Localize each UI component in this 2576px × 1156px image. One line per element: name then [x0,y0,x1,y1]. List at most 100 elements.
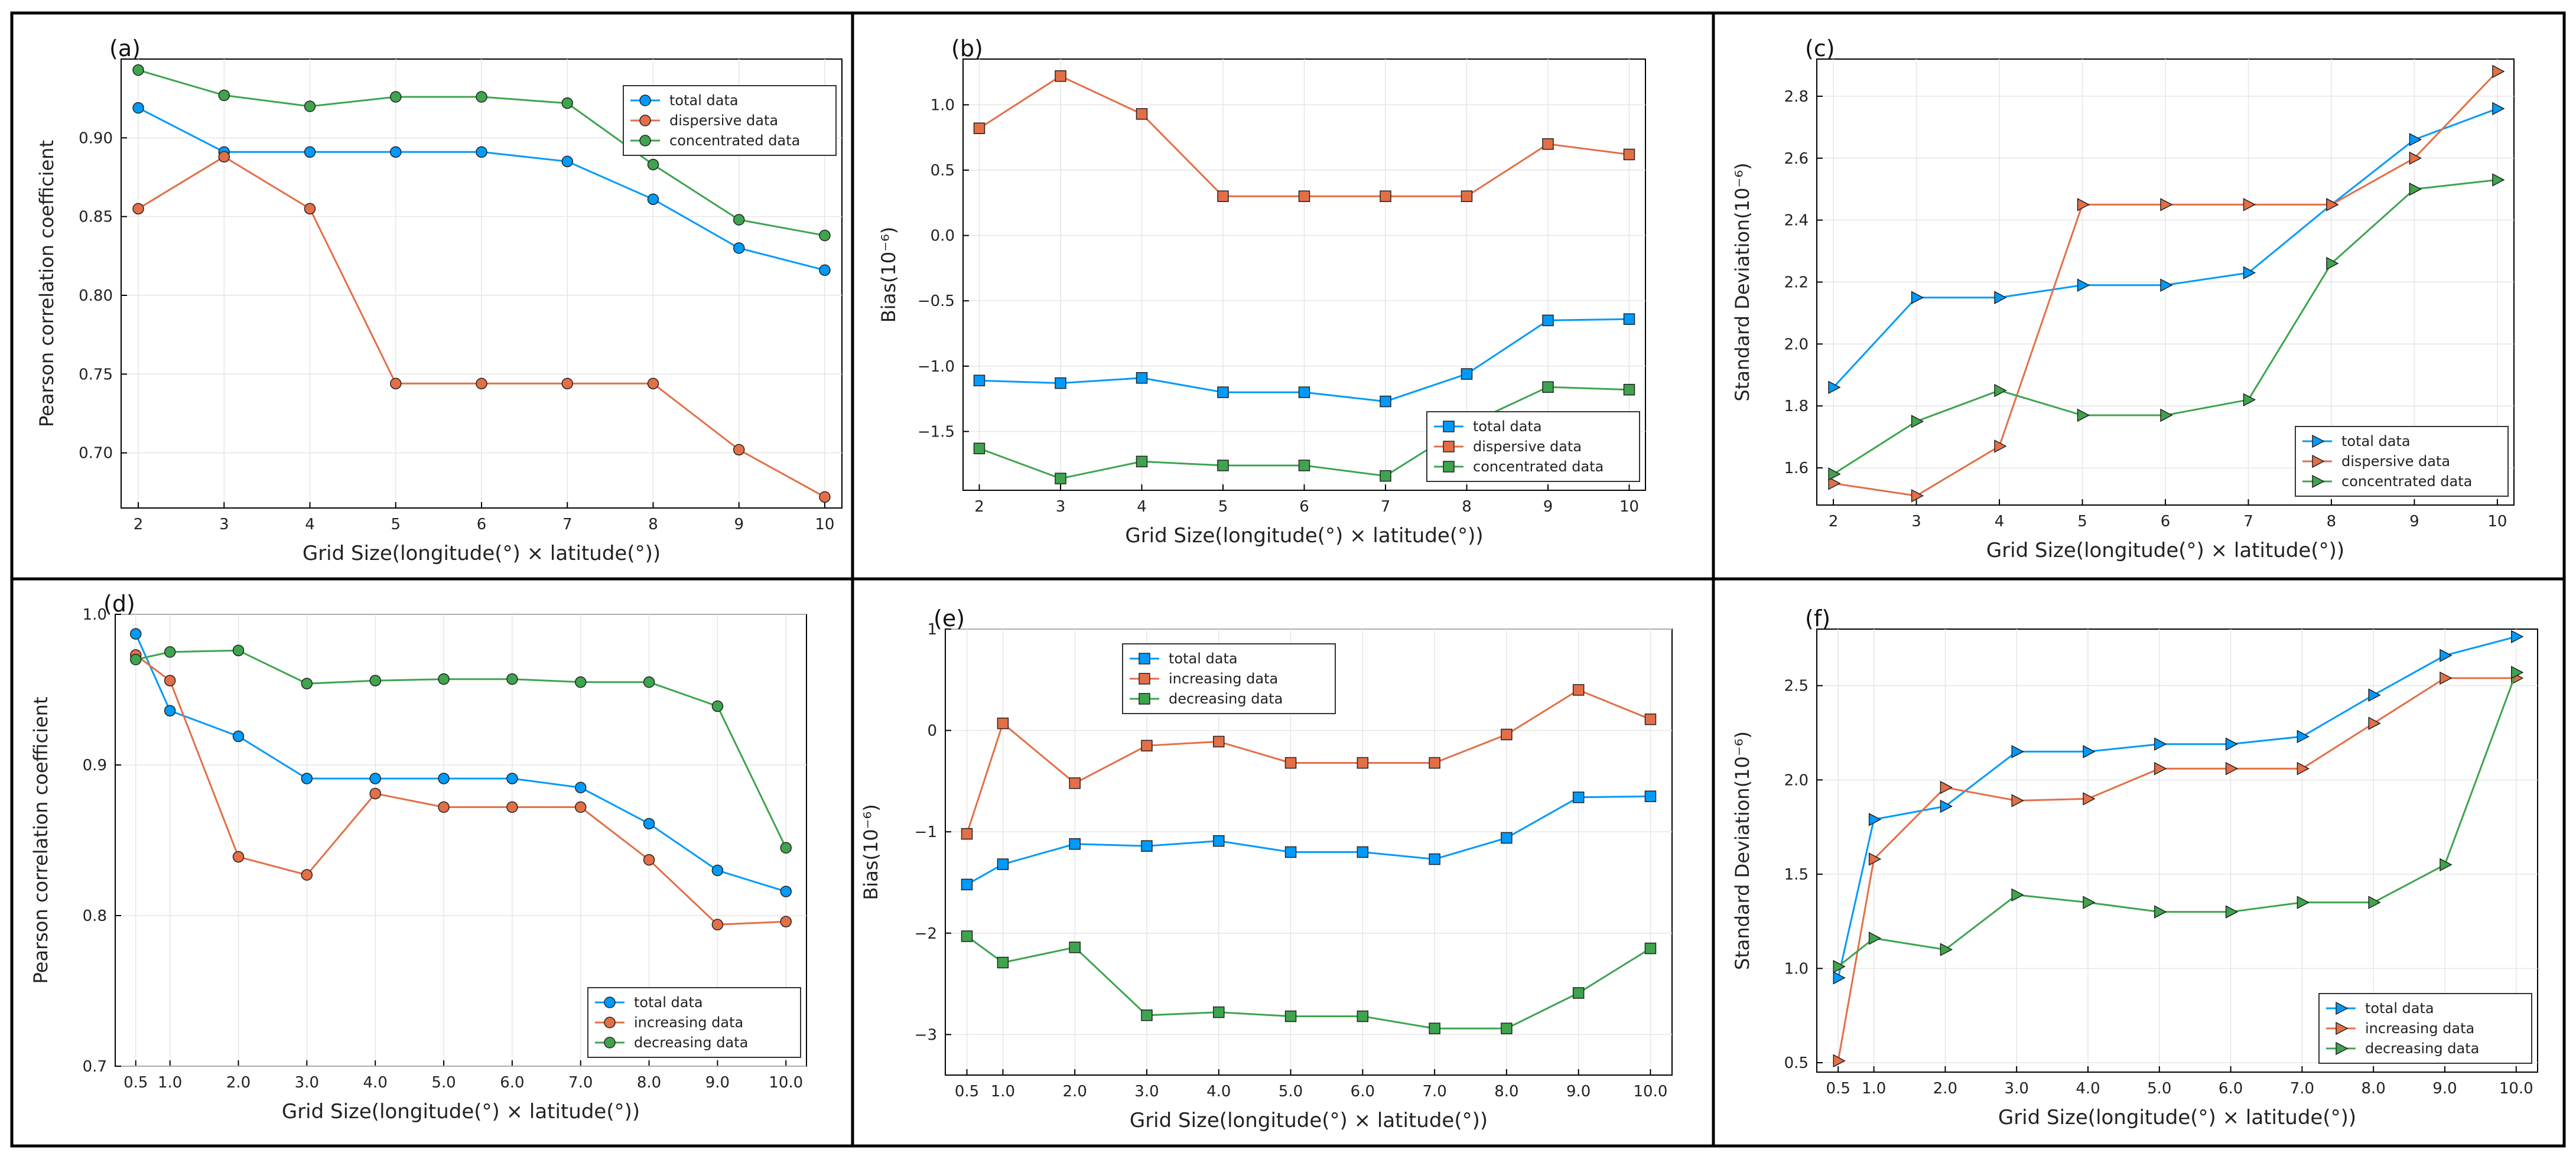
legend-item: concentrated data [2302,473,2472,490]
data-point [1217,190,1229,203]
panel-borders [10,11,2566,1148]
legend-marker [2336,1001,2349,1015]
data-point [1542,138,1554,150]
data-point [2160,278,2173,292]
chart-panel-c: 2 3 4 5 6 7 8 9 10 1.6 1.8 2.0 2.2 2.4 2.6 2.8 (c) Grid S… [1731,35,2515,562]
data-point [1833,971,1846,985]
data-point [1429,853,1440,865]
data-point [1833,1054,1846,1068]
data-point [961,930,973,942]
data-point [2440,671,2453,685]
legend: total data dispersive data concentrated da… [623,85,837,156]
legend-marker [604,1017,616,1028]
data-point [1911,415,1924,428]
data-point [574,676,587,688]
y-tick-label: 2.2 [1784,274,1809,292]
data-point [2326,198,2339,211]
legend-item: total data [1130,650,1238,667]
data-point [164,646,176,658]
data-point [301,773,313,784]
legend-label: decreasing data [634,1034,748,1051]
legend-item: dispersive data [2302,453,2450,470]
data-point [1911,489,1924,503]
data-point [1298,190,1310,203]
data-point [1380,190,1391,203]
data-point [2077,198,2090,211]
data-point [1623,313,1635,325]
y-tick-label: −1 [915,823,937,841]
y-tick-label: 0 [927,722,937,740]
x-tick-label: 1.0 [158,1074,182,1092]
y-tick-label: 2.5 [1784,678,1809,695]
legend-item: total data [2302,433,2411,450]
y-tick-label: 0.85 [79,209,113,226]
data-point [643,854,655,866]
x-tick-label: 6.0 [1351,1083,1375,1100]
x-tick-label: 2 [974,498,984,516]
data-point [1911,291,1924,304]
data-point [733,242,745,254]
data-point [390,91,402,103]
data-point [2368,688,2381,702]
y-tick-label: 0.5 [931,162,955,180]
data-point [369,787,381,800]
data-point [1284,757,1297,769]
data-point [132,64,144,76]
legend-marker [2336,1021,2349,1035]
data-point [1298,460,1310,471]
data-point [2154,905,2167,919]
y-axis-label: Standard Deviation(10⁻⁶) [1731,162,1754,401]
data-point [1141,840,1153,852]
x-tick-label: 7 [562,516,573,533]
panels: 2 3 4 5 6 7 8 9 100.700.750.800.850.90(a)Grid Si… [30,35,2538,1132]
data-point [2440,858,2453,872]
data-point [132,102,144,114]
x-tick-label: 9.0 [2432,1080,2457,1098]
data-point [2492,173,2505,187]
legend: total data increasing data decreasing data [587,987,801,1058]
data-point [819,264,831,276]
x-tick-label: 5 [1218,498,1228,516]
data-point [2368,896,2381,910]
x-tick-label: 0.5 [955,1083,979,1100]
data-point [1940,799,1953,813]
legend-label: decreasing data [1169,691,1283,707]
y-tick-label: 2.0 [1784,771,1809,789]
data-point [2225,905,2239,919]
data-point [438,801,450,813]
data-point [819,491,831,503]
legend-label: total data [1169,650,1238,667]
x-tick-label: 9 [1543,498,1553,516]
data-point [1429,757,1440,769]
data-point [733,444,745,456]
x-tick-label: 5 [2077,513,2087,530]
data-point [1069,838,1081,850]
legend-marker [1443,421,1455,432]
chart-panel-f: 0.5 1.0 2.0 3.0 4.0 5.0 6.0 7.0 8.0 9.0 10.0 0.5 1.0… [1731,605,2538,1129]
x-tick-label: 8.0 [637,1074,661,1092]
x-tick-label: 4 [1137,498,1147,516]
data-point [711,864,724,877]
legend-marker [1139,693,1150,705]
data-point [1994,383,2007,398]
series-decreasing-data [130,644,792,854]
data-point [232,730,245,743]
x-tick-label: 5.0 [1279,1083,1303,1100]
data-point [1868,932,1882,945]
legend-label: total data [2365,1000,2434,1017]
y-tick-label: −1.0 [918,358,955,376]
data-point [1141,1010,1153,1021]
data-point [1828,477,1841,490]
data-point [1501,1023,1513,1034]
legend: total data dispersive data concentrated da… [1426,411,1640,482]
series-dispersive-data [132,151,831,503]
y-tick-label: 0.80 [79,287,113,305]
data-point [1572,684,1585,696]
data-point [1213,1006,1225,1018]
y-tick-label: −2 [915,925,937,943]
panel-label: (e) [934,605,965,631]
legend-marker [2312,434,2325,448]
x-tick-label: 7.0 [568,1074,593,1092]
data-point [561,97,573,109]
x-tick-label: 6 [477,516,487,533]
